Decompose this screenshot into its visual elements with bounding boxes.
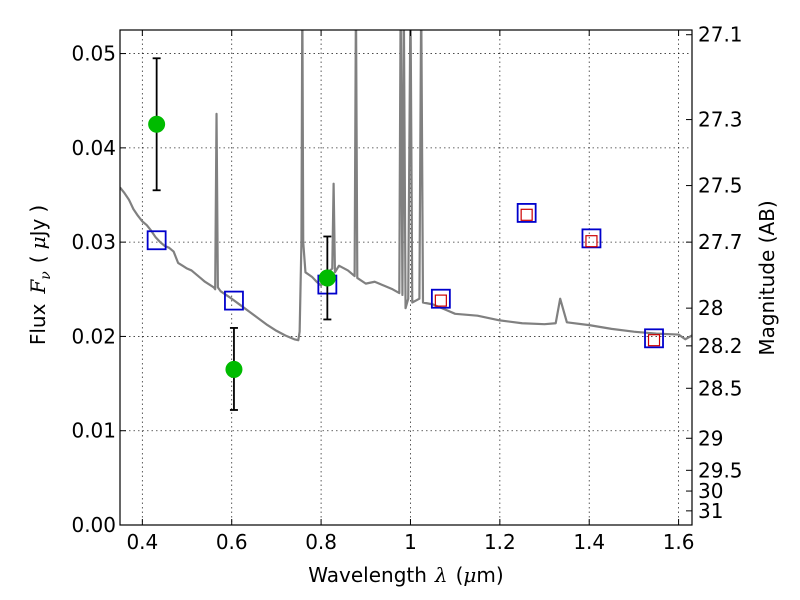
y-tick-label: 0.01 (71, 419, 116, 443)
small-red-square (647, 334, 661, 347)
magnitude-tick-label: 28.5 (698, 376, 743, 400)
plot-frame (119, 29, 693, 526)
x-tick-label: 0.6 (216, 530, 248, 554)
y-axis-title: FluxFν(μJy) (26, 205, 54, 345)
magnitude-tick-label: 28 (698, 296, 723, 320)
spectrum-series (120, 30, 692, 342)
observed-photometry-point (148, 115, 166, 133)
small-red-square (585, 235, 598, 248)
observed-photometry-point (318, 269, 336, 287)
magnitude-tick-label: 27.1 (698, 23, 743, 47)
model-photometry-square (516, 203, 537, 223)
x-tick-label: 1.2 (484, 530, 516, 554)
magnitude-tick-label: 29 (698, 426, 723, 450)
small-red-square (434, 294, 447, 307)
observed-photometry-point (225, 360, 243, 378)
model-photometry-square (146, 230, 167, 251)
y-tick-label: 0.02 (71, 324, 116, 348)
y-tick-label: 0.00 (71, 513, 116, 537)
magnitude-tick-label: 31 (698, 499, 723, 523)
magnitude-tick-label: 27.5 (698, 174, 743, 198)
marker-series (146, 57, 664, 411)
model-photometry-square (430, 288, 451, 309)
model-photometry-square (644, 328, 664, 349)
x-axis: 0.4 0.6 0.8 1 1.2 1.4 1.6 (126, 30, 695, 554)
x-tick-label: 1.6 (663, 530, 695, 554)
magnitude-tick-label: 27.3 (698, 108, 743, 132)
x-tick-label: 1.4 (573, 530, 605, 554)
small-red-square (520, 208, 533, 221)
magnitude-tick-label: 29.5 (698, 458, 743, 482)
y-tick-label: 0.04 (71, 136, 116, 160)
y-tick-label: 0.05 (71, 42, 116, 66)
y-tick-label: 0.03 (71, 230, 116, 254)
magnitude-tick-label: 27.7 (698, 230, 743, 254)
magnitude-tick-label: 30 (698, 479, 723, 503)
model-photometry-square (581, 228, 602, 249)
magnitude-tick-label: 28.2 (698, 334, 743, 358)
x-axis-title: Wavelength λ (μm) (308, 563, 503, 587)
y-axis: 0.00 0.01 0.02 0.03 0.04 0.05 (71, 42, 126, 537)
x-tick-label: 0.8 (305, 530, 337, 554)
magnitude-axis-title: Magnitude (AB) (755, 200, 779, 355)
x-tick-label: 1 (404, 530, 417, 554)
x-tick-label: 0.4 (126, 530, 158, 554)
spectrum-line (120, 30, 692, 342)
model-photometry-square (224, 290, 244, 311)
